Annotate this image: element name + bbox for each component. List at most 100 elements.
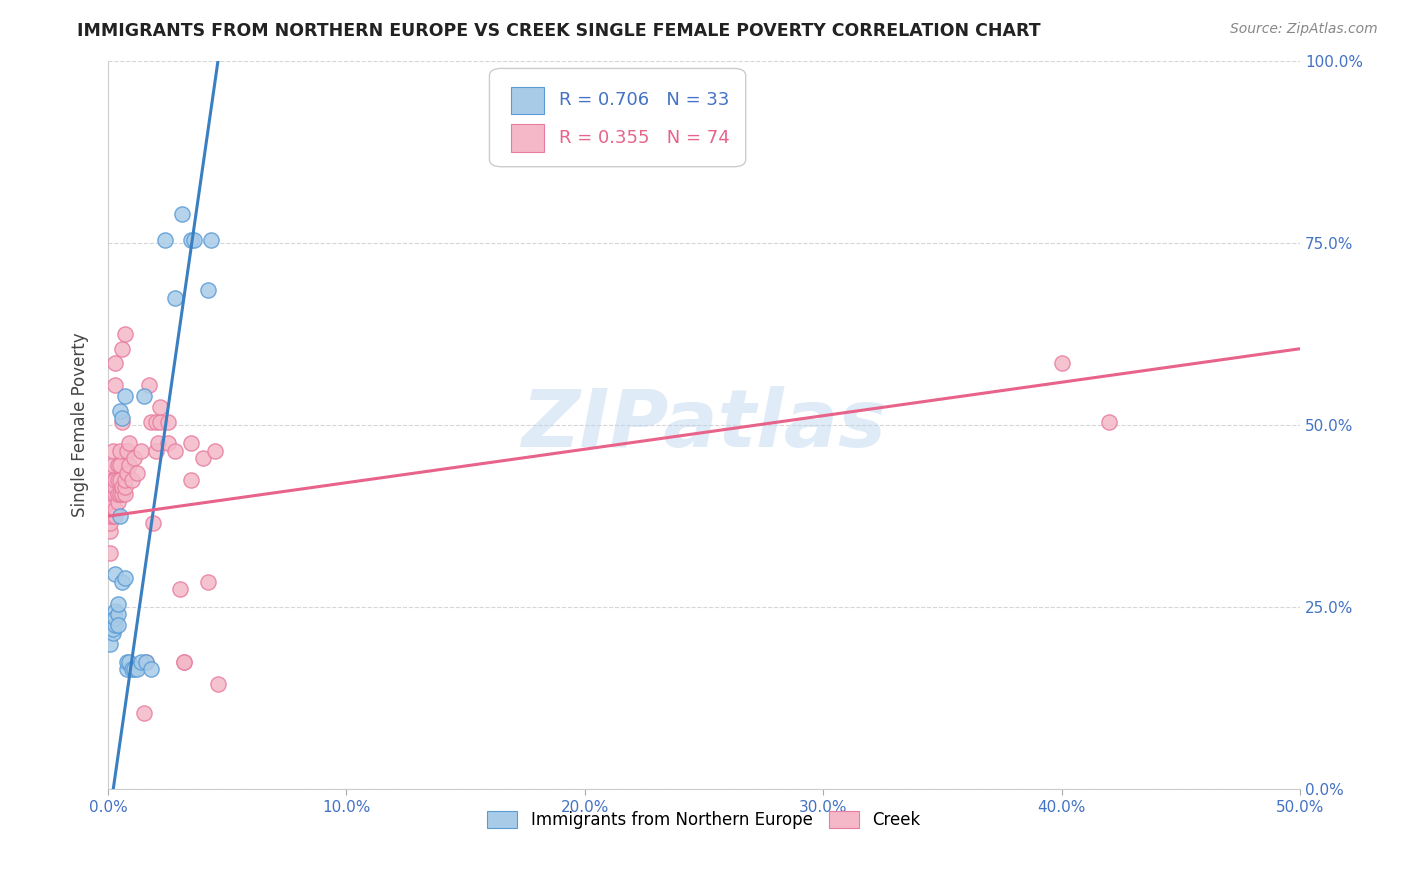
Point [104,356,127,370]
Point [114,473,136,487]
Point [118,655,141,669]
Point [156,415,179,429]
Point [100,480,122,494]
Point [107,618,129,632]
Point [100,502,122,516]
Point [155,233,177,247]
Point [138,378,160,392]
Point [100,494,122,508]
Point [180,473,202,487]
Point [1098,415,1121,429]
Point [100,487,122,501]
Point [132,706,155,720]
Point [107,458,129,473]
Point [170,207,193,221]
Point [108,487,131,501]
Point [111,415,134,429]
Point [197,574,219,589]
Text: R = 0.706   N = 33: R = 0.706 N = 33 [558,92,728,110]
Point [114,389,136,403]
Point [107,473,129,487]
Point [146,436,169,450]
Point [125,662,148,676]
Point [142,516,165,531]
Point [101,494,124,508]
Text: R = 0.355   N = 74: R = 0.355 N = 74 [558,129,730,147]
Point [111,574,134,589]
Point [100,546,122,560]
Point [111,410,134,425]
Point [145,443,167,458]
Point [104,618,127,632]
Point [101,509,124,524]
Point [173,655,195,669]
Point [131,655,153,669]
Point [135,655,157,669]
Point [101,487,124,501]
Point [101,625,124,640]
Point [114,487,136,501]
Point [101,502,124,516]
Point [101,443,124,458]
Point [156,436,179,450]
Point [107,487,129,501]
Point [149,415,172,429]
Point [100,516,122,531]
Point [115,655,138,669]
Point [132,389,155,403]
Y-axis label: Single Female Poverty: Single Female Poverty [72,333,89,517]
Point [125,466,148,480]
Point [121,662,143,676]
Point [101,473,124,487]
Point [104,487,127,501]
Point [115,443,138,458]
Point [193,450,215,465]
Point [180,436,202,450]
Point [204,443,226,458]
Point [100,502,122,516]
Point [104,611,127,625]
Point [104,502,127,516]
Point [169,582,191,596]
Point [108,473,131,487]
Point [107,597,129,611]
Point [173,655,195,669]
Point [139,662,162,676]
Point [197,284,219,298]
Point [108,509,131,524]
Point [200,233,222,247]
Point [108,403,131,417]
Point [108,443,131,458]
Point [100,466,122,480]
Point [100,476,122,491]
Point [131,443,153,458]
Point [115,662,138,676]
Point [111,342,134,356]
Point [114,327,136,342]
FancyBboxPatch shape [510,125,544,153]
Point [100,524,122,538]
Point [111,480,134,494]
Point [104,567,127,582]
Point [104,509,127,524]
Point [100,637,122,651]
Text: Source: ZipAtlas.com: Source: ZipAtlas.com [1230,22,1378,37]
FancyBboxPatch shape [489,69,745,167]
Point [149,400,172,414]
Point [115,466,138,480]
Point [104,378,127,392]
Point [100,509,122,524]
Point [104,604,127,618]
Point [139,415,162,429]
Point [180,233,202,247]
Point [101,458,124,473]
FancyBboxPatch shape [510,87,544,114]
Point [122,662,145,676]
Point [145,415,167,429]
Text: ZIPatlas: ZIPatlas [522,386,887,464]
Point [104,473,127,487]
Point [111,487,134,501]
Point [121,473,143,487]
Point [114,480,136,494]
Point [118,436,141,450]
